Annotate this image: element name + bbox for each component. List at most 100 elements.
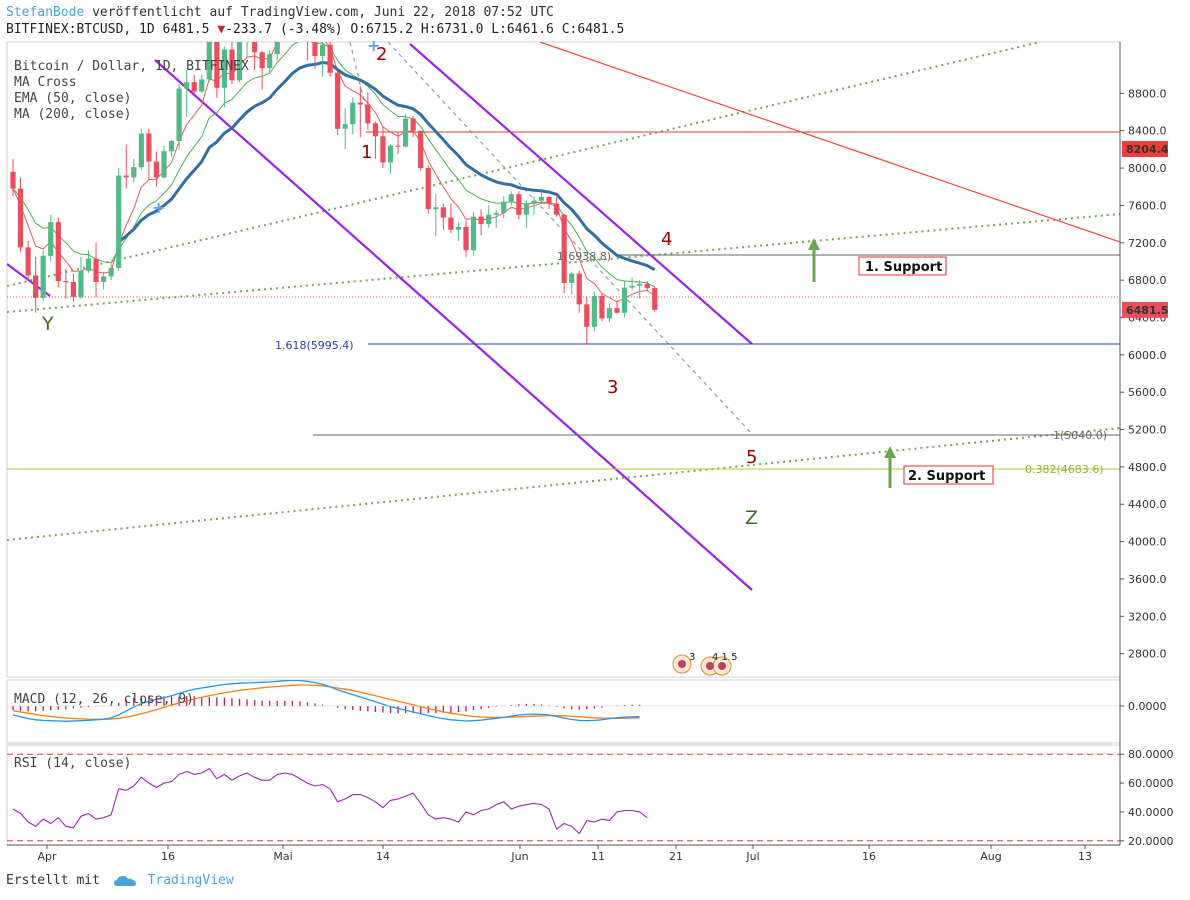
candle[interactable] [538, 197, 545, 201]
support-1-box[interactable] [858, 256, 947, 276]
candle[interactable] [501, 201, 507, 213]
candle[interactable] [259, 52, 265, 69]
candle[interactable] [546, 197, 552, 204]
candle[interactable] [85, 258, 92, 271]
candle[interactable] [10, 171, 16, 189]
candle[interactable] [221, 49, 227, 88]
author-link[interactable]: StefanBode [6, 5, 85, 20]
candle[interactable] [350, 102, 356, 125]
candle[interactable] [63, 281, 69, 283]
candle[interactable] [418, 130, 424, 169]
candle[interactable] [131, 167, 137, 178]
macd-pane[interactable] [6, 679, 1121, 744]
candle[interactable] [123, 175, 129, 178]
candle[interactable] [561, 214, 567, 283]
candle[interactable] [146, 133, 152, 162]
candle[interactable] [516, 194, 522, 215]
candle[interactable] [569, 273, 575, 283]
candle[interactable] [327, 44, 333, 73]
candle[interactable] [652, 288, 658, 310]
event-flag-icon[interactable]: 3 [672, 652, 695, 674]
candle[interactable] [40, 255, 46, 298]
candle[interactable] [410, 118, 416, 131]
candle[interactable] [138, 133, 144, 168]
candle[interactable] [199, 79, 205, 92]
projection-dashed-small[interactable] [349, 42, 371, 127]
candle[interactable] [153, 161, 160, 178]
candle[interactable] [116, 175, 122, 268]
candle[interactable] [176, 88, 182, 141]
candle[interactable] [168, 140, 175, 152]
candle[interactable] [433, 207, 439, 210]
candle[interactable] [425, 168, 431, 210]
candle[interactable] [591, 296, 597, 327]
candle[interactable] [191, 82, 197, 92]
candle[interactable] [440, 207, 446, 218]
candle[interactable] [78, 270, 84, 297]
channel-line-upper[interactable] [409, 43, 753, 345]
candle[interactable] [33, 275, 39, 298]
candle[interactable] [493, 212, 499, 215]
candle[interactable] [357, 102, 363, 105]
candle[interactable] [621, 287, 628, 313]
candle[interactable] [478, 216, 484, 225]
candle[interactable] [297, 0, 302, 17]
candle[interactable] [531, 200, 537, 204]
candle[interactable] [470, 216, 477, 251]
candle[interactable] [312, 40, 318, 57]
support-2-box[interactable] [903, 465, 994, 485]
candle[interactable] [244, 37, 249, 42]
candle[interactable] [335, 72, 341, 129]
candle[interactable] [305, 17, 310, 40]
trendline-red[interactable] [539, 42, 1120, 243]
candle[interactable] [274, 6, 280, 55]
candle[interactable] [236, 42, 243, 81]
candle[interactable] [342, 124, 348, 129]
candle[interactable] [395, 145, 401, 147]
candle[interactable] [206, 14, 212, 80]
candle[interactable] [576, 273, 582, 305]
candle[interactable] [267, 54, 273, 69]
candle[interactable] [70, 281, 76, 297]
candle[interactable] [319, 44, 326, 57]
candle[interactable] [229, 49, 235, 81]
candle[interactable] [93, 258, 99, 282]
candle[interactable] [455, 226, 462, 230]
main-pane[interactable] [6, 41, 1121, 678]
candle[interactable] [252, 37, 258, 53]
candle[interactable] [282, 6, 287, 10]
rsi-pane[interactable] [6, 744, 1121, 846]
candle[interactable] [599, 296, 605, 319]
candle[interactable] [48, 222, 54, 256]
candle[interactable] [108, 267, 114, 277]
candle[interactable] [584, 304, 590, 327]
candle[interactable] [463, 226, 469, 251]
candle[interactable] [55, 222, 61, 282]
event-flag-group-icon[interactable]: 4 1 5 [700, 652, 737, 676]
candle[interactable] [554, 203, 560, 215]
trendline-dotted-lower[interactable] [7, 427, 1120, 541]
candle[interactable] [101, 276, 107, 282]
candle[interactable] [637, 283, 643, 286]
candle[interactable] [161, 151, 167, 178]
candle[interactable] [214, 14, 220, 88]
candle[interactable] [25, 247, 31, 276]
candle[interactable] [508, 194, 514, 202]
candle[interactable] [403, 118, 409, 147]
tradingview-brand-link[interactable]: TradingView [147, 873, 234, 888]
candle[interactable] [380, 136, 386, 163]
candle[interactable] [486, 214, 492, 225]
candle[interactable] [614, 308, 620, 313]
candle[interactable] [365, 104, 371, 124]
candle[interactable] [606, 308, 613, 319]
candle[interactable] [523, 203, 529, 215]
candle[interactable] [372, 123, 378, 137]
candle[interactable] [290, 0, 295, 9]
candle[interactable] [448, 217, 454, 230]
candle[interactable] [629, 285, 635, 288]
candle[interactable] [184, 82, 190, 89]
candle[interactable] [17, 188, 24, 248]
candle[interactable] [387, 145, 394, 163]
candle[interactable] [644, 283, 650, 289]
